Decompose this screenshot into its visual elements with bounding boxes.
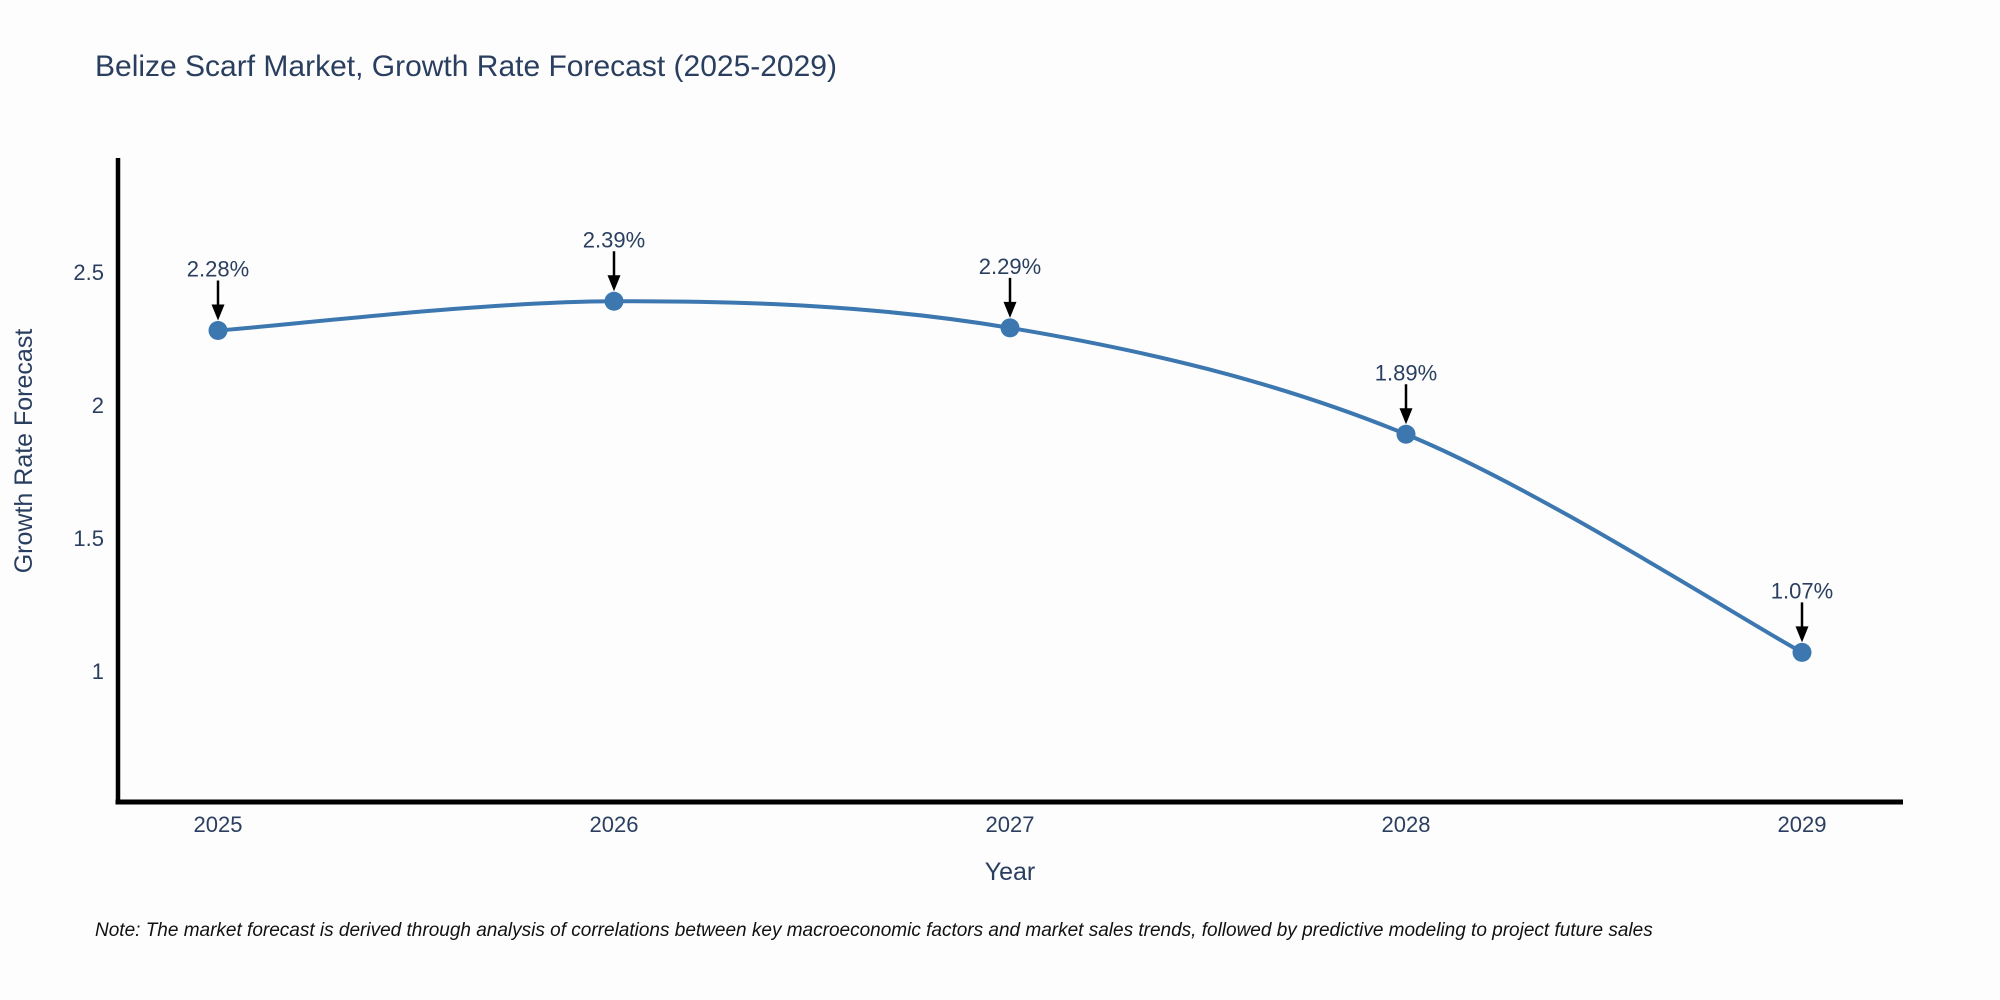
data-point-label: 2.29% [979,254,1041,279]
data-point-label: 2.39% [583,227,645,252]
y-tick-label: 2 [92,393,104,418]
annotation-arrowhead-icon [607,275,621,292]
data-point[interactable] [1792,642,1812,662]
x-tick-label: 2029 [1778,812,1827,837]
annotation-arrowhead-icon [1399,408,1413,425]
data-point[interactable] [208,321,228,341]
data-point-label: 2.28% [187,257,249,282]
x-tick-label: 2028 [1382,812,1431,837]
x-tick-label: 2027 [986,812,1035,837]
data-point-label: 1.07% [1771,578,1833,603]
data-point[interactable] [604,291,624,311]
annotation-arrowhead-icon [211,304,225,321]
annotation-arrowhead-icon [1795,626,1809,643]
x-axis-title: Year [984,858,1036,886]
y-tick-label: 1 [92,659,104,684]
footnote: Note: The market forecast is derived thr… [95,920,1653,941]
x-tick-label: 2025 [194,812,243,837]
y-tick-label: 2.5 [73,260,104,285]
data-point-label: 1.89% [1375,360,1437,385]
data-point[interactable] [1396,424,1416,444]
chart-title: Belize Scarf Market, Growth Rate Forecas… [95,50,837,83]
annotation-arrowhead-icon [1003,301,1017,318]
y-tick-label: 1.5 [73,526,104,551]
data-point[interactable] [1000,318,1020,338]
x-tick-label: 2026 [590,812,639,837]
forecast-line [216,299,1804,655]
